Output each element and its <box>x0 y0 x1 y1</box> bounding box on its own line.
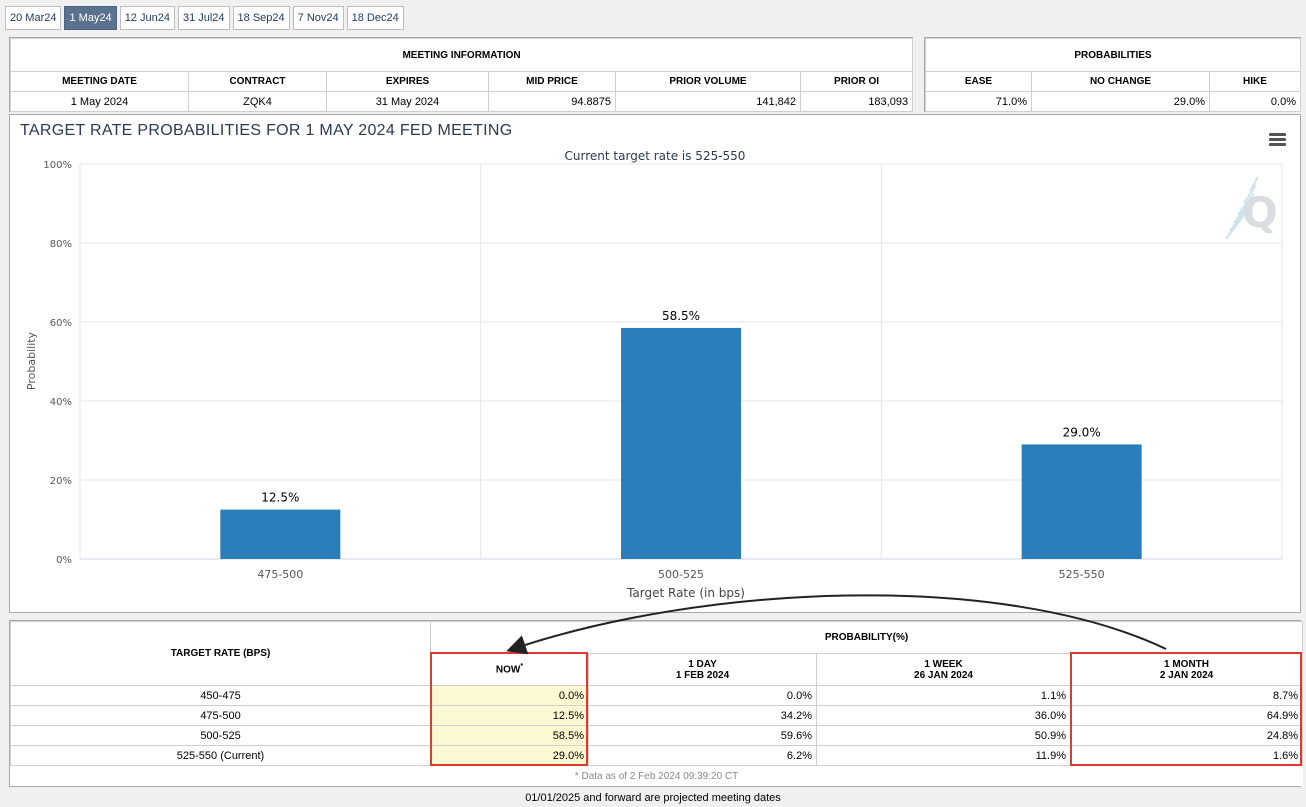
y-tick-label: 40% <box>50 397 72 408</box>
contract-header: CONTRACT <box>188 71 327 92</box>
tab-18-sep24[interactable]: 18 Sep24 <box>232 6 290 30</box>
x-tick-label: 500-525 <box>658 568 704 581</box>
probability-group-header: PROBABILITY(%) <box>429 620 1304 655</box>
chart-subtitle: Current target rate is 525-550 <box>565 149 746 163</box>
bar-525-550[interactable] <box>1021 444 1142 559</box>
chart-panel: 0% 20% 40% 60% 80% 100% 12.5% 475-500 58.5% 500-5… <box>9 114 1301 613</box>
projected-dates-note: 01/01/2025 and forward are projected mee… <box>525 792 781 804</box>
bar-data-label: 58.5% <box>662 309 700 323</box>
now-header-marker: * <box>520 663 524 671</box>
table-row: 500-525 58.5% 59.6% 50.9% 24.8% <box>10 725 1304 747</box>
probabilities-title: PROBABILITIES <box>925 38 1301 72</box>
now-cell: 12.5% <box>430 705 589 727</box>
one-week-cell: 36.0% <box>816 705 1071 727</box>
hike-header: HIKE <box>1209 71 1301 92</box>
one-month-header-date: 2 JAN 2024 <box>1159 669 1214 681</box>
ease-value: 71.0% <box>925 91 1032 112</box>
one-month-cell: 1.6% <box>1069 745 1304 767</box>
table-row: 525-550 (Current) 29.0% 6.2% 11.9% 1.6% <box>10 745 1304 767</box>
bar-475-500[interactable] <box>220 509 341 559</box>
y-tick-label: 60% <box>50 318 72 329</box>
meeting-date-value: 1 May 2024 <box>10 91 189 112</box>
target-rate-header: TARGET RATE (BPS) <box>10 620 431 687</box>
one-week-header-date: 26 JAN 2024 <box>914 669 973 681</box>
mid-price-value: 94.8875 <box>488 91 616 112</box>
one-week-cell: 50.9% <box>816 725 1071 747</box>
meeting-tabs: 20 Mar24 1 May24 12 Jun24 31 Jul24 18 Se… <box>5 6 407 31</box>
tab-18-dec24[interactable]: 18 Dec24 <box>346 6 404 30</box>
tab-31-jul24[interactable]: 31 Jul24 <box>177 6 230 30</box>
y-tick-label: 80% <box>50 239 72 250</box>
rate-cell: 475-500 <box>10 705 431 727</box>
ease-header: EASE <box>925 71 1032 92</box>
rate-cell: 525-550 (Current) <box>10 745 431 767</box>
tab-1-may24[interactable]: 1 May24 <box>64 6 117 30</box>
one-month-cell: 8.7% <box>1069 685 1304 707</box>
tab-20-mar24[interactable]: 20 Mar24 <box>5 6 62 30</box>
bar-data-label: 29.0% <box>1063 425 1101 439</box>
one-day-column-header: 1 DAY 1 FEB 2024 <box>588 653 817 687</box>
one-week-column-header: 1 WEEK 26 JAN 2024 <box>816 653 1071 687</box>
prior-volume-header: PRIOR VOLUME <box>615 71 801 92</box>
x-axis-label: Target Rate (in bps) <box>626 586 745 600</box>
one-week-cell: 1.1% <box>816 685 1071 707</box>
y-tick-label: 0% <box>56 555 72 566</box>
y-tick-label: 100% <box>43 160 72 171</box>
data-as-of-note: * Data as of 2 Feb 2024 09:39:20 CT <box>574 770 739 782</box>
one-day-cell: 34.2% <box>588 705 817 727</box>
tab-12-jun24[interactable]: 12 Jun24 <box>119 6 175 30</box>
quikstrike-logo-icon: Q <box>1225 176 1278 240</box>
meeting-info-title: MEETING INFORMATION <box>9 38 914 72</box>
x-tick-label: 475-500 <box>257 568 303 581</box>
one-day-header-date: 1 FEB 2024 <box>675 669 730 681</box>
now-header-label: NOW <box>495 664 521 676</box>
mid-price-header: MID PRICE <box>488 71 616 92</box>
tab-7-nov24[interactable]: 7 Nov24 <box>292 6 344 30</box>
hike-value: 0.0% <box>1209 91 1301 112</box>
one-day-cell: 0.0% <box>588 685 817 707</box>
one-week-cell: 11.9% <box>816 745 1071 767</box>
one-week-header-label: 1 WEEK <box>924 658 963 670</box>
bar-chart: 0% 20% 40% 60% 80% 100% 12.5% 475-500 58.5% 500-5… <box>25 149 1283 600</box>
one-month-header-label: 1 MONTH <box>1164 658 1210 670</box>
now-cell: 58.5% <box>430 725 589 747</box>
one-month-cell: 64.9% <box>1069 705 1304 727</box>
now-column-header: NOW* <box>430 653 589 687</box>
svg-text:Q: Q <box>1242 188 1278 237</box>
meeting-date-header: MEETING DATE <box>10 71 189 92</box>
chart-title: TARGET RATE PROBABILITIES FOR 1 MAY 2024… <box>20 122 513 139</box>
bar-500-525[interactable] <box>621 327 741 559</box>
probability-history-table: TARGET RATE (BPS) PROBABILITY(%) NOW* 1 … <box>9 620 1304 787</box>
rate-cell: 500-525 <box>10 725 431 747</box>
expires-header: EXPIRES <box>326 71 489 92</box>
prior-oi-value: 183,093 <box>799 91 914 112</box>
one-day-cell: 59.6% <box>588 725 817 747</box>
one-day-header-label: 1 DAY <box>688 658 717 670</box>
prior-volume-value: 141,842 <box>615 91 801 112</box>
probabilities-table: PROBABILITIES EASE NO CHANGE HIKE 71.0% … <box>924 37 1301 112</box>
table-row: 450-475 0.0% 0.0% 1.1% 8.7% <box>10 685 1304 707</box>
now-cell: 0.0% <box>430 685 589 707</box>
bar-data-label: 12.5% <box>261 491 299 505</box>
no-change-header: NO CHANGE <box>1031 71 1210 92</box>
no-change-value: 29.0% <box>1031 91 1210 112</box>
table-row: 475-500 12.5% 34.2% 36.0% 64.9% <box>10 705 1304 727</box>
expires-value: 31 May 2024 <box>326 91 489 112</box>
one-month-column-header: 1 MONTH 2 JAN 2024 <box>1069 653 1304 687</box>
one-day-cell: 6.2% <box>588 745 817 767</box>
meeting-information-table: MEETING INFORMATION MEETING DATE CONTRAC… <box>9 37 914 112</box>
rate-cell: 450-475 <box>10 685 431 707</box>
contract-value: ZQK4 <box>188 91 327 112</box>
y-tick-label: 20% <box>50 476 72 487</box>
one-month-cell: 24.8% <box>1069 725 1304 747</box>
prior-oi-header: PRIOR OI <box>799 71 914 92</box>
now-cell: 29.0% <box>430 745 589 767</box>
y-axis-label: Probability <box>25 331 38 390</box>
x-tick-label: 525-550 <box>1059 568 1105 581</box>
chart-menu-icon[interactable] <box>1269 133 1286 146</box>
